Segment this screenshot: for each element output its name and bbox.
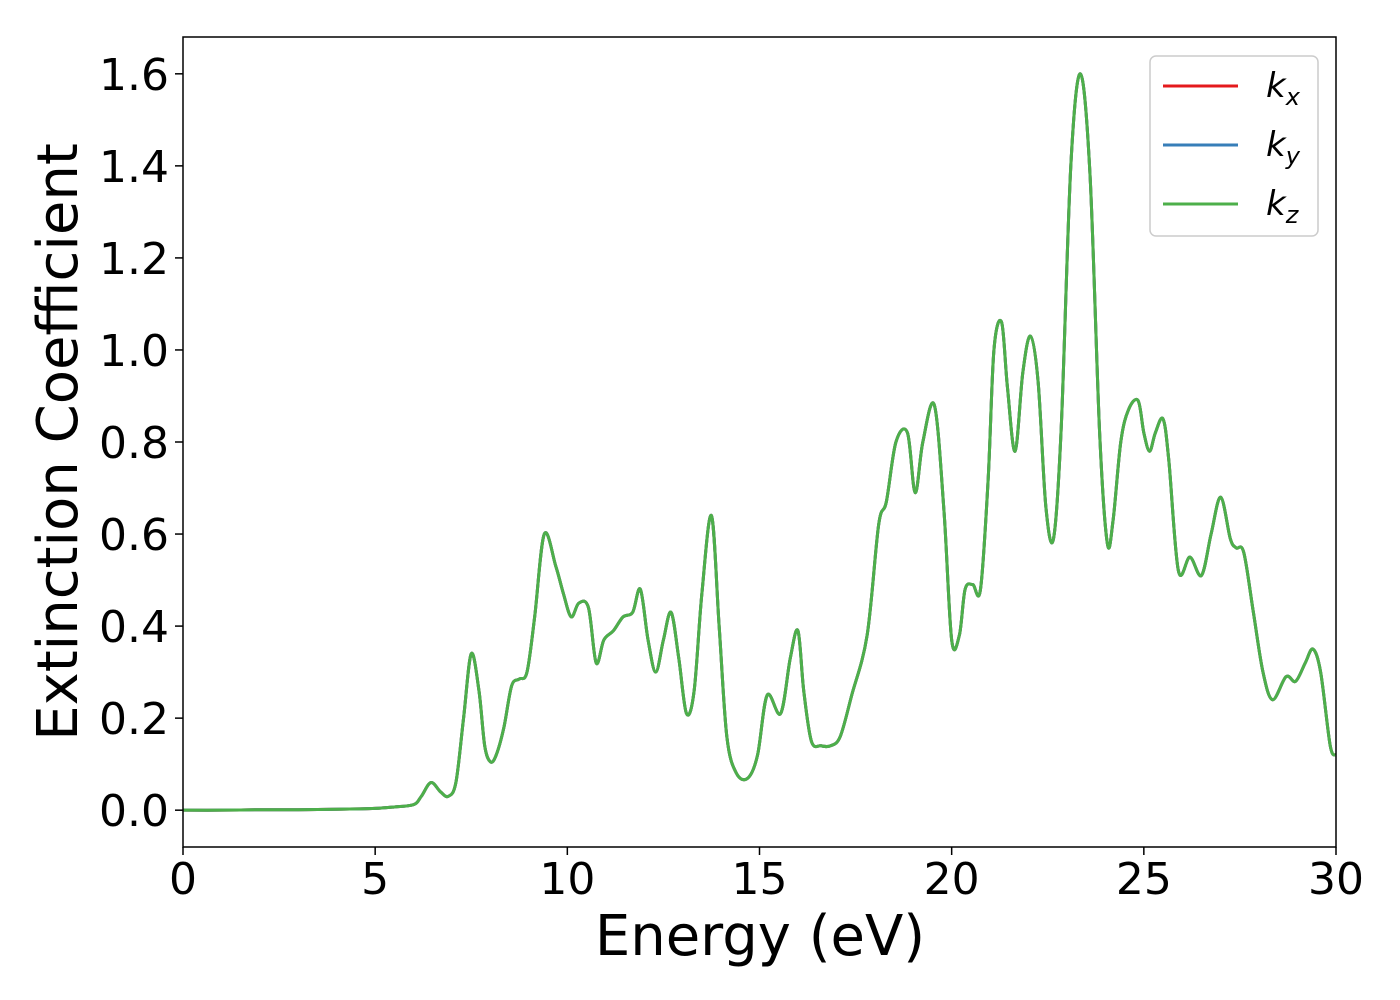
x-tick-label: 10	[539, 854, 595, 905]
legend-label-subscript: y	[1285, 142, 1301, 170]
x-tick-label: 5	[361, 854, 389, 905]
y-tick-label: 0.4	[99, 602, 169, 653]
series-line-z	[183, 72, 1336, 812]
y-tick-label: 0.6	[99, 510, 169, 561]
x-tick-label: 25	[1116, 854, 1172, 905]
plot-area	[183, 72, 1336, 812]
legend-label-y: ky	[1266, 125, 1301, 170]
legend-label-subscript: z	[1285, 201, 1300, 229]
legend-label-base: k	[1266, 66, 1287, 106]
legend-label-subscript: x	[1285, 83, 1301, 111]
y-tick-label: 1.4	[99, 142, 169, 193]
y-tick-label: 0.2	[99, 694, 169, 745]
legend-label-base: k	[1266, 125, 1287, 165]
y-tick-label: 0.8	[99, 418, 169, 469]
legend-label-z: kz	[1266, 184, 1300, 229]
y-axis-label: Extinction Coefficient	[26, 143, 91, 741]
plot-frame	[182, 36, 1337, 848]
legend-label-base: k	[1266, 184, 1287, 224]
x-tick-label: 30	[1308, 854, 1364, 905]
legend-label-x: kx	[1266, 66, 1301, 111]
y-tick-label: 1.0	[99, 326, 169, 377]
x-tick-label: 15	[732, 854, 788, 905]
x-axis-label: Energy (eV)	[595, 904, 925, 969]
x-tick-label: 20	[924, 854, 980, 905]
x-axis: 0 5 10 15 20 25 30	[169, 847, 1364, 905]
x-tick-label: 0	[169, 854, 197, 905]
y-tick-label: 1.6	[99, 50, 169, 101]
y-tick-label: 0.0	[99, 786, 169, 837]
y-axis: 0.0 0.2 0.4 0.6 0.8 1.0 1.2 1.4 1.6	[99, 50, 183, 837]
y-tick-label: 1.2	[99, 234, 169, 285]
